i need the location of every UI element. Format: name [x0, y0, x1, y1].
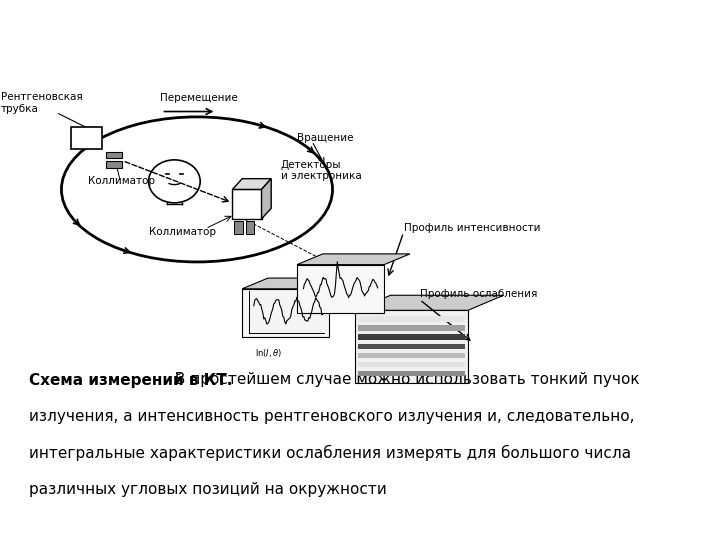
Bar: [359, 325, 465, 330]
Text: Коллиматор: Коллиматор: [148, 227, 215, 238]
Text: Вращение: Вращение: [297, 133, 354, 144]
Text: Профиль ослабления: Профиль ослабления: [420, 289, 537, 299]
Bar: [359, 343, 465, 349]
Polygon shape: [297, 254, 410, 265]
Text: Профиль интенсивности: Профиль интенсивности: [403, 223, 540, 233]
Bar: [235, 220, 243, 234]
Text: Рентгеновская
трубка: Рентгеновская трубка: [1, 92, 83, 114]
Polygon shape: [355, 310, 468, 383]
Text: $\ln(I,\theta)$: $\ln(I,\theta)$: [255, 347, 282, 359]
Bar: [107, 161, 122, 168]
Bar: [359, 334, 465, 340]
Bar: [359, 371, 465, 376]
Text: Детекторы
и электроника: Детекторы и электроника: [281, 160, 361, 181]
Bar: [359, 316, 465, 322]
Text: излучения, а интенсивность рентгеновского излучения и, следовательно,: излучения, а интенсивность рентгеновског…: [29, 409, 634, 423]
Polygon shape: [261, 179, 271, 219]
Polygon shape: [355, 295, 503, 310]
Bar: [359, 353, 465, 358]
Text: Схема измерений в КТ.: Схема измерений в КТ.: [29, 372, 233, 388]
Bar: [233, 190, 261, 219]
Text: В простейшем случае можно использовать тонкий пучок: В простейшем случае можно использовать т…: [170, 372, 639, 387]
Text: различных угловых позиций на окружности: различных угловых позиций на окружности: [29, 482, 387, 497]
Bar: [246, 220, 254, 234]
Bar: [107, 152, 122, 158]
Text: интегральные характеристики ослабления измерять для большого числа: интегральные характеристики ослабления и…: [29, 445, 631, 461]
Polygon shape: [297, 265, 384, 313]
Bar: [359, 362, 465, 367]
Polygon shape: [233, 179, 271, 190]
Text: Коллиматор: Коллиматор: [89, 177, 156, 186]
Text: Перемещение: Перемещение: [160, 93, 238, 104]
Polygon shape: [242, 278, 355, 289]
Polygon shape: [242, 289, 329, 337]
FancyBboxPatch shape: [71, 127, 102, 149]
